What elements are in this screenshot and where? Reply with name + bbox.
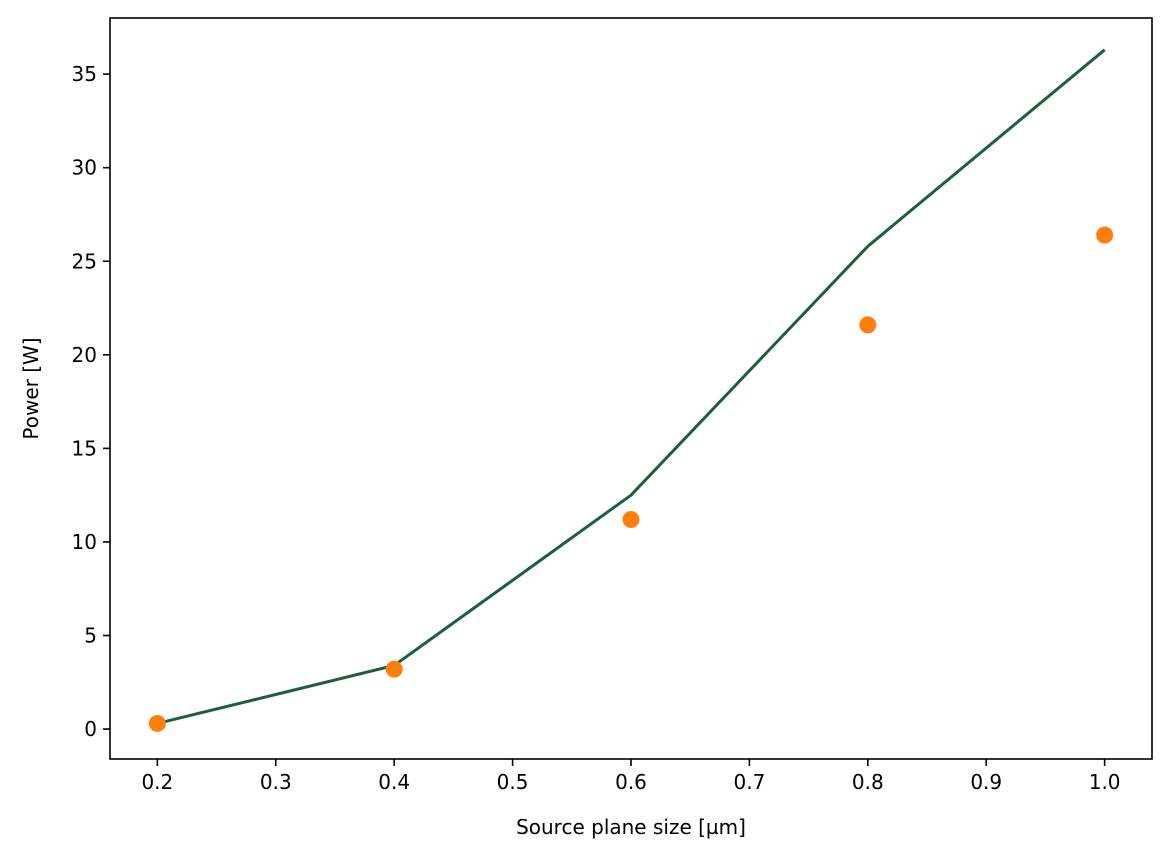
scatter-point: [385, 660, 403, 678]
plot-area: [148, 48, 1114, 732]
y-tick-label: 5: [84, 624, 97, 648]
x-tick-label: 0.8: [852, 770, 884, 794]
x-tick-label: 0.2: [141, 770, 173, 794]
scatter-point: [148, 714, 166, 732]
y-tick-label: 20: [72, 343, 97, 367]
x-tick-label: 0.7: [734, 770, 766, 794]
x-tick-label: 0.6: [615, 770, 647, 794]
y-tick-label: 10: [72, 530, 97, 554]
series-line-0: [157, 48, 1106, 725]
x-axis: 0.2 0.3 0.4 0.5 0.6 0.7 0.8 0.9 1.0: [141, 759, 1121, 794]
x-tick-label: 0.3: [260, 770, 292, 794]
x-tick-label: 0.5: [497, 770, 529, 794]
x-axis-label: Source plane size [µm]: [516, 815, 746, 839]
y-tick-label: 0: [84, 717, 97, 741]
y-tick-label: 30: [72, 156, 97, 180]
scatter-point: [859, 316, 877, 334]
y-tick-label: 35: [72, 62, 97, 86]
x-tick-label: 0.4: [378, 770, 410, 794]
scatter-point: [622, 510, 640, 528]
x-tick-label: 1.0: [1089, 770, 1121, 794]
scatter-point: [1096, 226, 1114, 244]
y-tick-label: 15: [72, 436, 97, 460]
y-axis: 0 5 10 15 20 25 30 35: [72, 62, 110, 741]
y-tick-label: 25: [72, 249, 97, 273]
y-axis-label: Power [W]: [19, 337, 43, 439]
x-tick-label: 0.9: [970, 770, 1002, 794]
